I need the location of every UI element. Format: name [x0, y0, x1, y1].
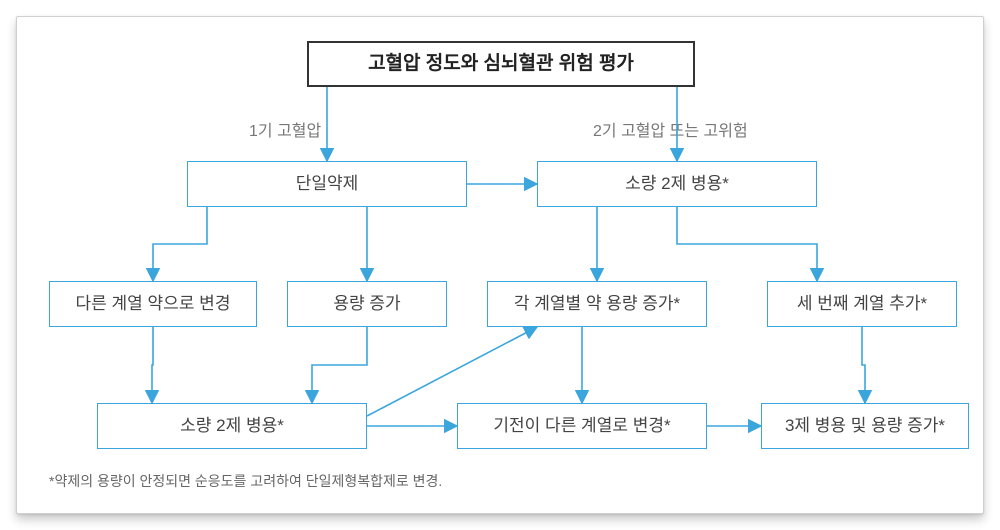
flowchart-node-n8-text: 기전이 다른 계열로 변경*	[493, 416, 670, 436]
flowchart-node-n2-text: 소량 2제 병용*	[625, 174, 729, 194]
flowchart-node-n1: 단일약제	[187, 161, 467, 207]
flowchart-node-n2: 소량 2제 병용*	[537, 161, 817, 207]
diagram-panel: 고혈압 정도와 심뇌혈관 위험 평가단일약제소량 2제 병용*다른 계열 약으로…	[16, 16, 984, 514]
flowchart-node-n3: 다른 계열 약으로 변경	[49, 281, 257, 327]
flowchart-node-n5: 각 계열별 약 용량 증가*	[487, 281, 707, 327]
flowchart-node-n9-text: 3제 병용 및 용량 증가*	[785, 416, 945, 436]
edge-n1-n3	[153, 207, 207, 281]
edge-n3-n7	[152, 327, 153, 403]
flowchart-label-l1: 1기 고혈압	[249, 117, 321, 141]
flowchart-node-n5-text: 각 계열별 약 용량 증가*	[514, 294, 680, 314]
flowchart-label-l2: 2기 고혈압 또는 고위험	[593, 117, 748, 141]
flowchart-title-text: 고혈압 정도와 심뇌혈관 위험 평가	[368, 53, 634, 76]
flowchart-node-n1-text: 단일약제	[296, 174, 359, 194]
flowchart-node-n8: 기전이 다른 계열로 변경*	[457, 403, 707, 449]
flowchart-node-n7-text: 소량 2제 병용*	[180, 416, 284, 436]
flowchart-footnote: *약제의 용량이 안정되면 순응도를 고려하여 단일제형복합제로 변경.	[49, 471, 442, 491]
flowchart-node-n4-text: 용량 증가	[333, 294, 400, 314]
flowchart-node-n6: 세 번째 계열 추가*	[767, 281, 957, 327]
flowchart-node-n6-text: 세 번째 계열 추가*	[797, 294, 927, 314]
flowchart-title: 고혈압 정도와 심뇌혈관 위험 평가	[307, 41, 695, 87]
flowchart-node-n3-text: 다른 계열 약으로 변경	[76, 294, 231, 314]
flowchart-node-n9: 3제 병용 및 용량 증가*	[761, 403, 969, 449]
edge-n6-n9	[862, 327, 865, 403]
flowchart-node-n4: 용량 증가	[287, 281, 447, 327]
flowchart-node-n7: 소량 2제 병용*	[97, 403, 367, 449]
edge-n2-n6	[677, 207, 817, 281]
edge-n4-n7	[312, 327, 367, 403]
